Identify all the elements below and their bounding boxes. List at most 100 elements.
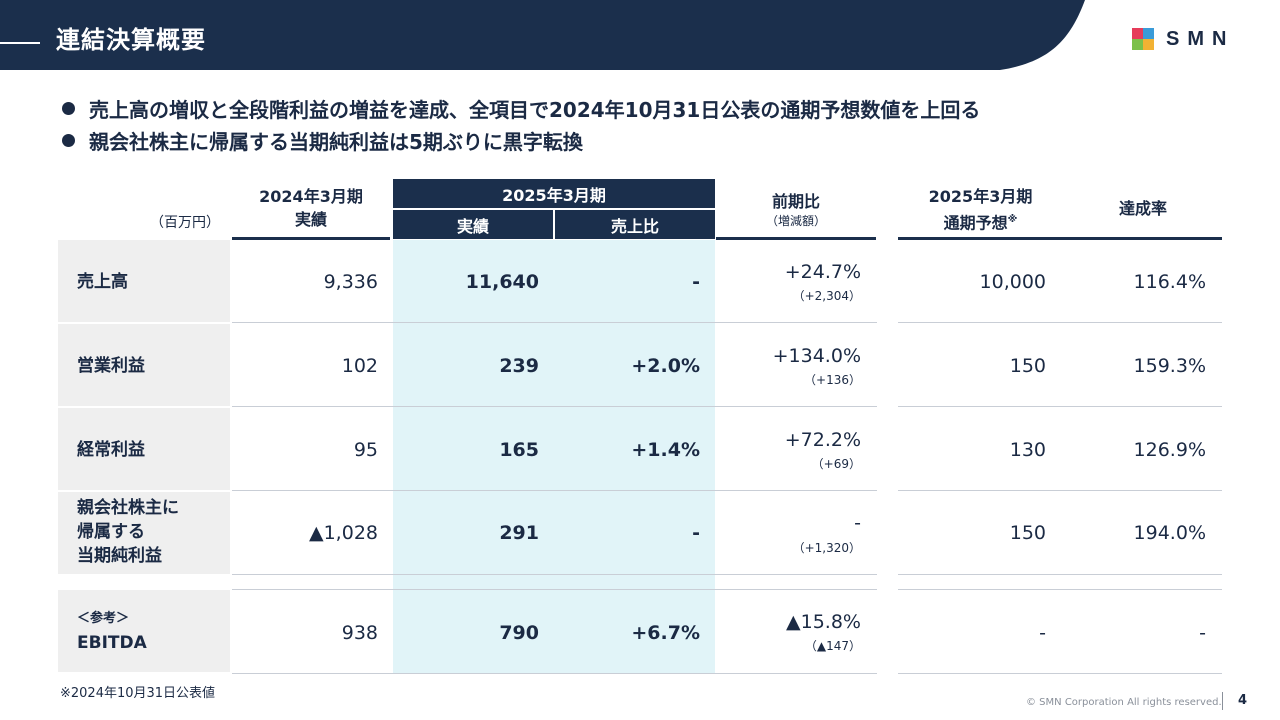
header-achievement: 達成率 bbox=[1118, 199, 1167, 218]
row-divider bbox=[232, 490, 877, 491]
row-label-line: 帰属する bbox=[77, 522, 145, 542]
row-label-line: EBITDA bbox=[77, 633, 147, 653]
header-forecast-line1: 2025年3月期 bbox=[928, 187, 1033, 206]
header-rule bbox=[232, 237, 390, 240]
row-divider bbox=[232, 589, 877, 590]
row-label-ebitda: ＜参考＞ EBITDA bbox=[77, 607, 147, 655]
cell-achievement: 116.4% bbox=[1133, 271, 1206, 293]
bullet-item: 売上高の増収と全段階利益の増益を達成、全項目で2024年10月31日公表の通期予… bbox=[62, 92, 980, 124]
cell-yoy-diff: （+69） bbox=[811, 457, 861, 471]
logo-text: SMN bbox=[1166, 27, 1235, 50]
cell-yoy: - bbox=[854, 512, 861, 534]
copyright: © SMN Corporation All rights reserved. bbox=[1026, 697, 1222, 708]
cell-achievement: 126.9% bbox=[1133, 439, 1206, 461]
cell-forecast: 150 bbox=[1009, 355, 1046, 377]
row-label-line: 当期純利益 bbox=[77, 546, 162, 566]
header-accent-line bbox=[0, 42, 40, 44]
row-label-line: 親会社株主に bbox=[77, 498, 179, 518]
cell-yoy: +72.2% bbox=[784, 429, 861, 451]
header-curr-actual: 実績 bbox=[393, 210, 553, 239]
cell-prev: 95 bbox=[353, 439, 378, 461]
row-label-reference: ＜参考＞ bbox=[77, 611, 130, 626]
cell-forecast: - bbox=[1039, 622, 1046, 644]
row-label-bg bbox=[58, 240, 230, 322]
cell-prev: 938 bbox=[341, 622, 378, 644]
row-divider bbox=[898, 490, 1222, 491]
row-label-operating-profit: 営業利益 bbox=[77, 356, 145, 376]
row-label-net-income: 親会社株主に 帰属する 当期純利益 bbox=[77, 496, 179, 568]
cell-curr: 165 bbox=[499, 439, 539, 461]
header-yoy: 前期比 （増減額） bbox=[716, 190, 876, 229]
cell-prev: ▲1,028 bbox=[308, 522, 378, 544]
cell-achievement: 159.3% bbox=[1133, 355, 1206, 377]
cell-yoy-diff: （▲147） bbox=[804, 639, 861, 653]
header-yoy-line2: （増減額） bbox=[765, 214, 826, 228]
row-divider bbox=[898, 673, 1222, 674]
cell-ratio: +1.4% bbox=[631, 439, 700, 461]
row-divider bbox=[232, 406, 877, 407]
bullet-dot-icon bbox=[62, 133, 75, 147]
bullet-dot-icon bbox=[62, 101, 75, 115]
cell-forecast: 130 bbox=[1009, 439, 1046, 461]
cell-prev: 9,336 bbox=[323, 271, 378, 293]
current-year-highlight bbox=[393, 240, 715, 674]
cell-curr: 291 bbox=[499, 522, 539, 544]
cell-yoy-diff: （+1,320） bbox=[792, 541, 861, 555]
header-background bbox=[0, 0, 1085, 70]
header-forecast-line2: 通期予想※ bbox=[898, 208, 1063, 234]
cell-ratio: - bbox=[692, 271, 700, 293]
page-number: 4 bbox=[1238, 693, 1248, 708]
cell-yoy: ▲15.8% bbox=[786, 611, 861, 633]
unit-label: （百万円） bbox=[150, 215, 220, 231]
header-rule bbox=[716, 237, 876, 240]
forecast-note-mark: ※ bbox=[1007, 214, 1018, 225]
cell-achievement: - bbox=[1199, 622, 1206, 644]
row-divider bbox=[898, 322, 1222, 323]
header-rule bbox=[898, 237, 1222, 240]
row-label-bg bbox=[58, 590, 230, 672]
header-prev-year-line2: 実績 bbox=[294, 210, 327, 229]
header-prev-year-line1: 2024年3月期 bbox=[259, 187, 363, 206]
cell-yoy-diff: （+2,304） bbox=[792, 289, 861, 303]
company-logo: SMN bbox=[1132, 28, 1234, 50]
cell-ratio: - bbox=[692, 522, 700, 544]
summary-bullets: 売上高の増収と全段階利益の増益を達成、全項目で2024年10月31日公表の通期予… bbox=[62, 92, 980, 156]
row-divider bbox=[898, 574, 1222, 575]
header-forecast-label: 通期予想 bbox=[943, 213, 1008, 233]
cell-yoy-diff: （+136） bbox=[804, 373, 861, 387]
header-curr-year-group: 2025年3月期 bbox=[393, 179, 715, 208]
footnote: ※2024年10月31日公表値 bbox=[60, 686, 216, 701]
row-divider bbox=[232, 574, 877, 575]
logo-mark-icon bbox=[1132, 28, 1154, 50]
cell-prev: 102 bbox=[341, 355, 378, 377]
row-label-ordinary-profit: 経常利益 bbox=[77, 440, 145, 460]
slide-title: 連結決算概要 bbox=[56, 26, 206, 54]
header-yoy-line1: 前期比 bbox=[771, 192, 820, 211]
cell-forecast: 150 bbox=[1009, 522, 1046, 544]
row-label-sales: 売上高 bbox=[77, 272, 128, 292]
cell-achievement: 194.0% bbox=[1133, 522, 1206, 544]
row-label-bg bbox=[58, 492, 230, 574]
footer-divider bbox=[1222, 692, 1223, 710]
row-divider bbox=[232, 673, 877, 674]
row-label-bg bbox=[58, 324, 230, 406]
cell-ratio: +6.7% bbox=[631, 622, 700, 644]
header-forecast: 2025年3月期 通期予想※ bbox=[898, 185, 1063, 234]
bullet-text: 親会社株主に帰属する当期純利益は5期ぶりに黒字転換 bbox=[89, 129, 583, 154]
cell-curr: 790 bbox=[499, 622, 539, 644]
cell-curr: 11,640 bbox=[465, 271, 539, 293]
header-band: 連結決算概要 SMN bbox=[0, 0, 1280, 70]
cell-ratio: +2.0% bbox=[631, 355, 700, 377]
cell-curr: 239 bbox=[499, 355, 539, 377]
row-divider bbox=[232, 322, 877, 323]
cell-yoy: +24.7% bbox=[784, 261, 861, 283]
header-curr-ratio: 売上比 bbox=[555, 210, 715, 239]
bullet-text: 売上高の増収と全段階利益の増益を達成、全項目で2024年10月31日公表の通期予… bbox=[89, 97, 981, 122]
header-prev-year: 2024年3月期 実績 bbox=[232, 185, 390, 231]
cell-forecast: 10,000 bbox=[979, 271, 1046, 293]
row-divider bbox=[898, 406, 1222, 407]
bullet-item: 親会社株主に帰属する当期純利益は5期ぶりに黒字転換 bbox=[62, 124, 980, 156]
cell-yoy: +134.0% bbox=[772, 345, 861, 367]
row-divider bbox=[898, 589, 1222, 590]
row-label-bg bbox=[58, 408, 230, 490]
